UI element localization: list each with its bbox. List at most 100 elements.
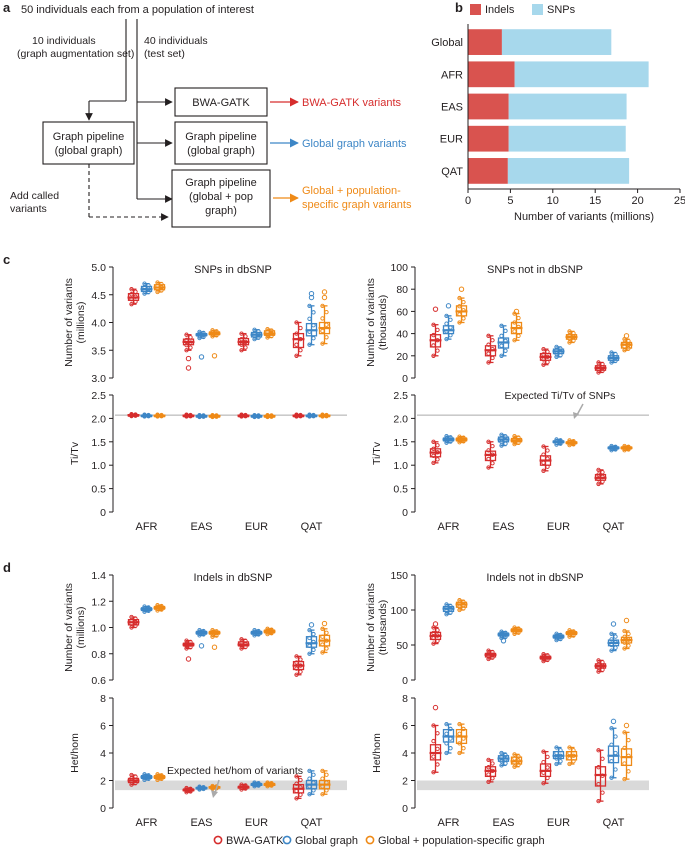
data-point xyxy=(197,335,202,341)
data-point xyxy=(499,759,504,764)
box-eas-global xyxy=(497,432,510,448)
category-label-eur: EUR xyxy=(440,134,463,146)
data-point xyxy=(320,776,325,781)
bar-indels-eas xyxy=(468,93,509,120)
outlier-point xyxy=(198,354,205,360)
data-point xyxy=(499,750,504,756)
panel-c3-chart: 0 0.5 1.0 1.5 2.0 2.5 Ti/Tv AFR EAS EUR QAT xyxy=(69,390,347,533)
box-eas-global-pop xyxy=(510,308,523,343)
y-axis-title-line1: Number of variants xyxy=(365,278,377,367)
data-point xyxy=(457,750,462,756)
data-point xyxy=(567,756,572,761)
data-point xyxy=(486,351,491,356)
data-point xyxy=(294,654,299,659)
data-point xyxy=(503,634,508,640)
data-point xyxy=(609,350,614,355)
data-point xyxy=(201,330,206,336)
data-point xyxy=(545,359,550,365)
outlier-point xyxy=(211,353,218,359)
box-qat-global xyxy=(607,350,620,365)
data-point xyxy=(265,329,270,335)
legend-global-label: Global graph xyxy=(295,835,358,847)
x-category-label-qat: QAT xyxy=(603,817,625,829)
data-point xyxy=(490,338,495,343)
data-point xyxy=(197,329,202,335)
data-point xyxy=(541,346,546,352)
data-point xyxy=(320,412,325,417)
data-point xyxy=(210,783,215,789)
data-point xyxy=(184,790,189,795)
data-point xyxy=(129,297,134,302)
data-point xyxy=(188,335,193,340)
data-point xyxy=(146,283,151,288)
data-point xyxy=(324,322,329,327)
data-point xyxy=(512,436,517,441)
box-afr-global-pop xyxy=(153,772,166,782)
box-afr-global-pop xyxy=(455,286,468,325)
y-tick-label: 5.0 xyxy=(91,262,106,274)
data-point xyxy=(294,412,299,417)
data-point xyxy=(486,456,491,462)
bar-snps-eas xyxy=(508,93,627,120)
data-point xyxy=(503,348,508,353)
data-point xyxy=(307,792,312,797)
data-point xyxy=(600,660,605,665)
legend-indels-swatch xyxy=(470,4,481,15)
box-eas-global-pop xyxy=(208,627,221,650)
output-bwa-variants: BWA-GATK variants xyxy=(302,97,402,109)
data-point xyxy=(486,651,491,656)
box-eur-global-pop xyxy=(565,438,578,448)
x-category-label-eur: EUR xyxy=(547,817,570,829)
data-point xyxy=(516,628,521,633)
data-point xyxy=(294,666,299,671)
data-point xyxy=(457,312,462,317)
box-afr-global-pop xyxy=(153,280,166,295)
panel-title: Indels in dbSNP xyxy=(194,572,273,584)
data-point xyxy=(567,750,572,756)
data-point xyxy=(142,773,147,779)
panel-c4-chart: 0 0.5 1.0 1.5 2.0 2.5 Ti/Tv AFR EAS EUR QAT Expecte… xyxy=(371,390,649,533)
data-point xyxy=(486,439,491,444)
y-tick-label: 0 xyxy=(100,507,106,519)
data-point xyxy=(613,640,618,645)
box-afr-bwa-gatk xyxy=(429,704,442,775)
panel-d4-chart: 0 2 4 6 8 Het/hom AFR EAS EUR QAT xyxy=(371,693,649,829)
data-point xyxy=(269,627,274,632)
box-qat-bwa-gatk xyxy=(292,654,305,677)
y-axis-title-line2: (thousands) xyxy=(377,295,389,350)
expected-range-band xyxy=(417,780,649,791)
box-afr-bwa-gatk xyxy=(127,614,140,630)
data-point xyxy=(184,785,189,791)
panel-title: Indels not in dbSNP xyxy=(486,572,583,584)
data-point xyxy=(596,748,601,753)
data-point xyxy=(541,770,546,775)
outlier-point xyxy=(321,620,328,627)
data-point xyxy=(448,736,453,741)
box-eur-global xyxy=(552,745,565,767)
data-point xyxy=(133,299,138,304)
box-eur-global xyxy=(552,344,565,360)
data-point xyxy=(609,648,614,653)
data-point xyxy=(554,750,559,756)
data-point xyxy=(197,784,202,789)
data-point xyxy=(431,446,436,451)
data-point xyxy=(129,292,134,297)
outlier-point xyxy=(458,286,465,292)
outlier-point xyxy=(185,656,192,662)
data-point xyxy=(201,413,206,418)
data-point xyxy=(210,330,215,335)
data-point xyxy=(499,353,504,358)
y-tick-label: 1.0 xyxy=(91,460,106,472)
bar-snps-afr xyxy=(514,61,649,88)
data-point xyxy=(457,295,462,301)
box-graph-pop-line1: Graph pipeline xyxy=(185,177,257,189)
y-tick-label: 1.2 xyxy=(91,596,106,608)
data-point xyxy=(444,329,449,334)
box-afr-global xyxy=(140,412,153,419)
data-point xyxy=(307,627,312,633)
data-point xyxy=(499,754,504,760)
data-point xyxy=(444,436,449,441)
data-point xyxy=(431,630,436,636)
data-point xyxy=(444,336,449,342)
x-tick-label: 15 xyxy=(589,195,601,207)
